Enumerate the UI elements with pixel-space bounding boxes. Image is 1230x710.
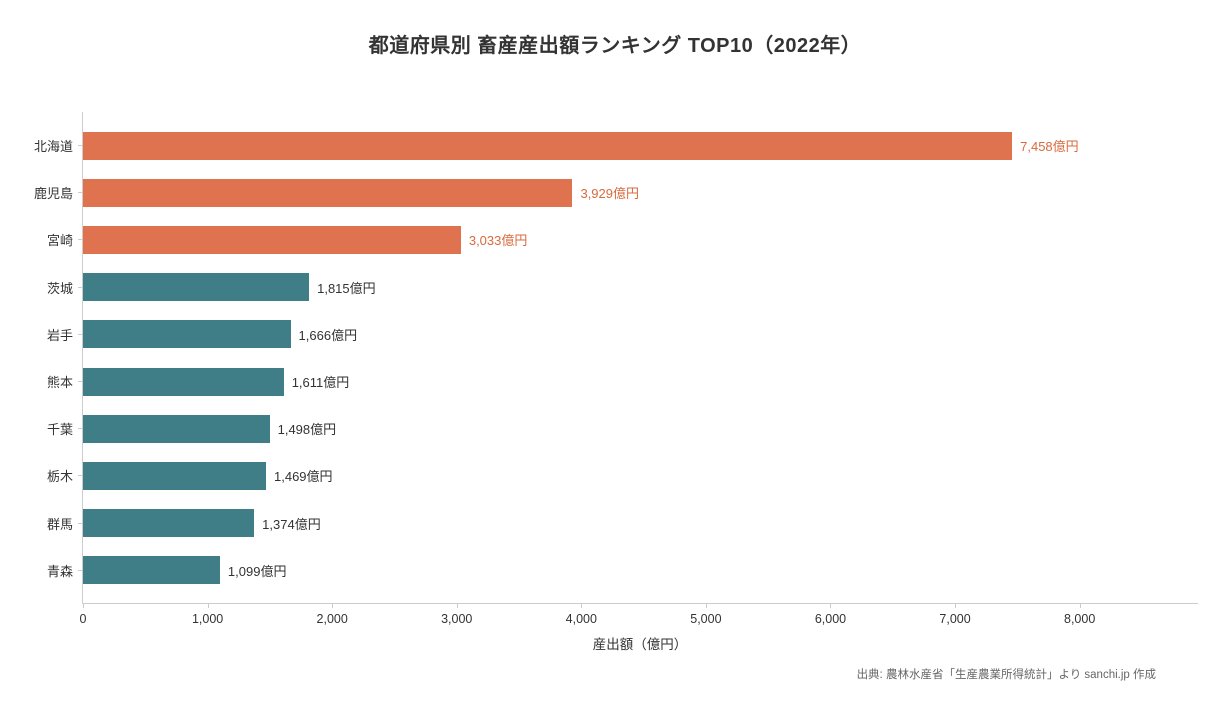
bar-row: 茨城 1,815億円 [47, 264, 1198, 311]
bar-10 [83, 556, 220, 585]
y-axis-tick-label: 熊本 [46, 375, 73, 391]
bar-value-label: 3,929億円 [580, 186, 640, 202]
bar-9 [83, 509, 255, 538]
bar-2 [83, 178, 573, 207]
x-axis-tick-mark [830, 603, 832, 608]
x-axis-tick-mark [1079, 603, 1081, 608]
x-axis-tick-label: 4,000 [565, 612, 597, 626]
y-axis-tick-mark [78, 145, 83, 147]
bar-value-label: 1,611億円 [291, 375, 350, 391]
bar-value-label: 1,498億円 [277, 422, 337, 438]
bar-row: 岩手 1,666億円 [47, 311, 1198, 358]
y-axis-tick-mark [78, 239, 83, 241]
source-note: 出典: 農林水産省「生産農業所得統計」より sanchi.jp 作成 [856, 669, 1156, 681]
y-axis-tick-label: 群馬 [46, 516, 73, 532]
bar-value-label: 1,374億円 [262, 516, 321, 532]
x-axis-tick-mark [955, 603, 957, 608]
bar-row: 群馬 1,374億円 [47, 500, 1198, 547]
y-axis-tick-label: 鹿児島 [33, 186, 73, 202]
x-axis-label: 産出額（億円） [592, 637, 688, 652]
y-axis-tick-mark [78, 286, 83, 288]
y-axis-tick-mark [78, 522, 83, 524]
y-axis-tick-mark [78, 475, 83, 477]
y-axis-tick-label: 岩手 [46, 327, 73, 343]
bar-3 [83, 225, 461, 254]
y-axis-tick-mark [78, 192, 83, 194]
y-axis-tick-label: 宮崎 [46, 233, 73, 249]
bar-row: 鹿児島 3,929億円 [34, 169, 1198, 216]
y-axis-tick-label: 茨城 [46, 280, 73, 296]
x-axis-tick-label: 5,000 [690, 612, 722, 626]
bar-5 [83, 320, 291, 349]
bar-6 [83, 367, 284, 396]
bar-4 [83, 273, 310, 302]
y-axis-tick-mark [78, 569, 83, 571]
y-axis-tick-label: 北海道 [33, 139, 73, 155]
bar-value-label: 3,033億円 [468, 233, 528, 249]
bar-row: 熊本 1,611億円 [47, 358, 1198, 405]
bar-row: 青森 1,099億円 [47, 547, 1198, 594]
bar-rows: 北海道 7,458億円鹿児島 3,929億円宮崎 3,033億円茨城 1,815億円岩手… [34, 112, 1198, 594]
x-axis-tick-mark [705, 603, 707, 608]
bar-value-label: 1,815億円 [317, 280, 376, 296]
bar-row: 栃木 1,469億円 [47, 452, 1198, 499]
bar-value-label: 1,099億円 [227, 563, 287, 579]
x-axis-tick-mark [207, 603, 209, 608]
x-axis-tick-mark [581, 603, 583, 608]
y-axis-tick-mark [78, 333, 83, 335]
bar-8 [83, 461, 266, 490]
bar-row: 千葉 1,498億円 [47, 405, 1198, 452]
x-axis-tick-label: 1,000 [191, 612, 224, 626]
bar-value-label: 1,666億円 [298, 327, 358, 343]
y-axis-tick-mark [78, 381, 83, 383]
plot-area: 北海道 7,458億円鹿児島 3,929億円宮崎 3,033億円茨城 1,815億円岩手… [34, 112, 1198, 626]
x-axis-tick-mark [456, 603, 458, 608]
x-axis-tick-mark [332, 603, 334, 608]
x-axis-tick-label: 2,000 [316, 612, 348, 626]
x-axis-tick-label: 7,000 [939, 612, 971, 626]
x-axis-tick-label: 0 [79, 612, 87, 626]
bar-7 [83, 414, 270, 443]
y-axis-tick-label: 栃木 [46, 469, 73, 485]
x-axis-tick-label: 8,000 [1064, 612, 1096, 626]
y-axis-tick-label: 千葉 [46, 422, 73, 438]
bar-1 [83, 131, 1013, 160]
bar-value-label: 1,469億円 [274, 469, 333, 485]
x-axis-tick-label: 3,000 [441, 612, 473, 626]
bar-row: 北海道 7,458億円 [34, 122, 1198, 169]
bar-value-label: 7,458億円 [1020, 139, 1079, 155]
y-axis-tick-mark [78, 428, 83, 430]
chart-title: 都道府県別 畜産産出額ランキング TOP10（2022年） [368, 35, 862, 57]
x-axis-tick-mark [83, 603, 84, 608]
bar-row: 宮崎 3,033億円 [47, 216, 1198, 263]
y-axis-tick-label: 青森 [46, 563, 73, 579]
x-axis-tick-label: 6,000 [814, 612, 847, 626]
